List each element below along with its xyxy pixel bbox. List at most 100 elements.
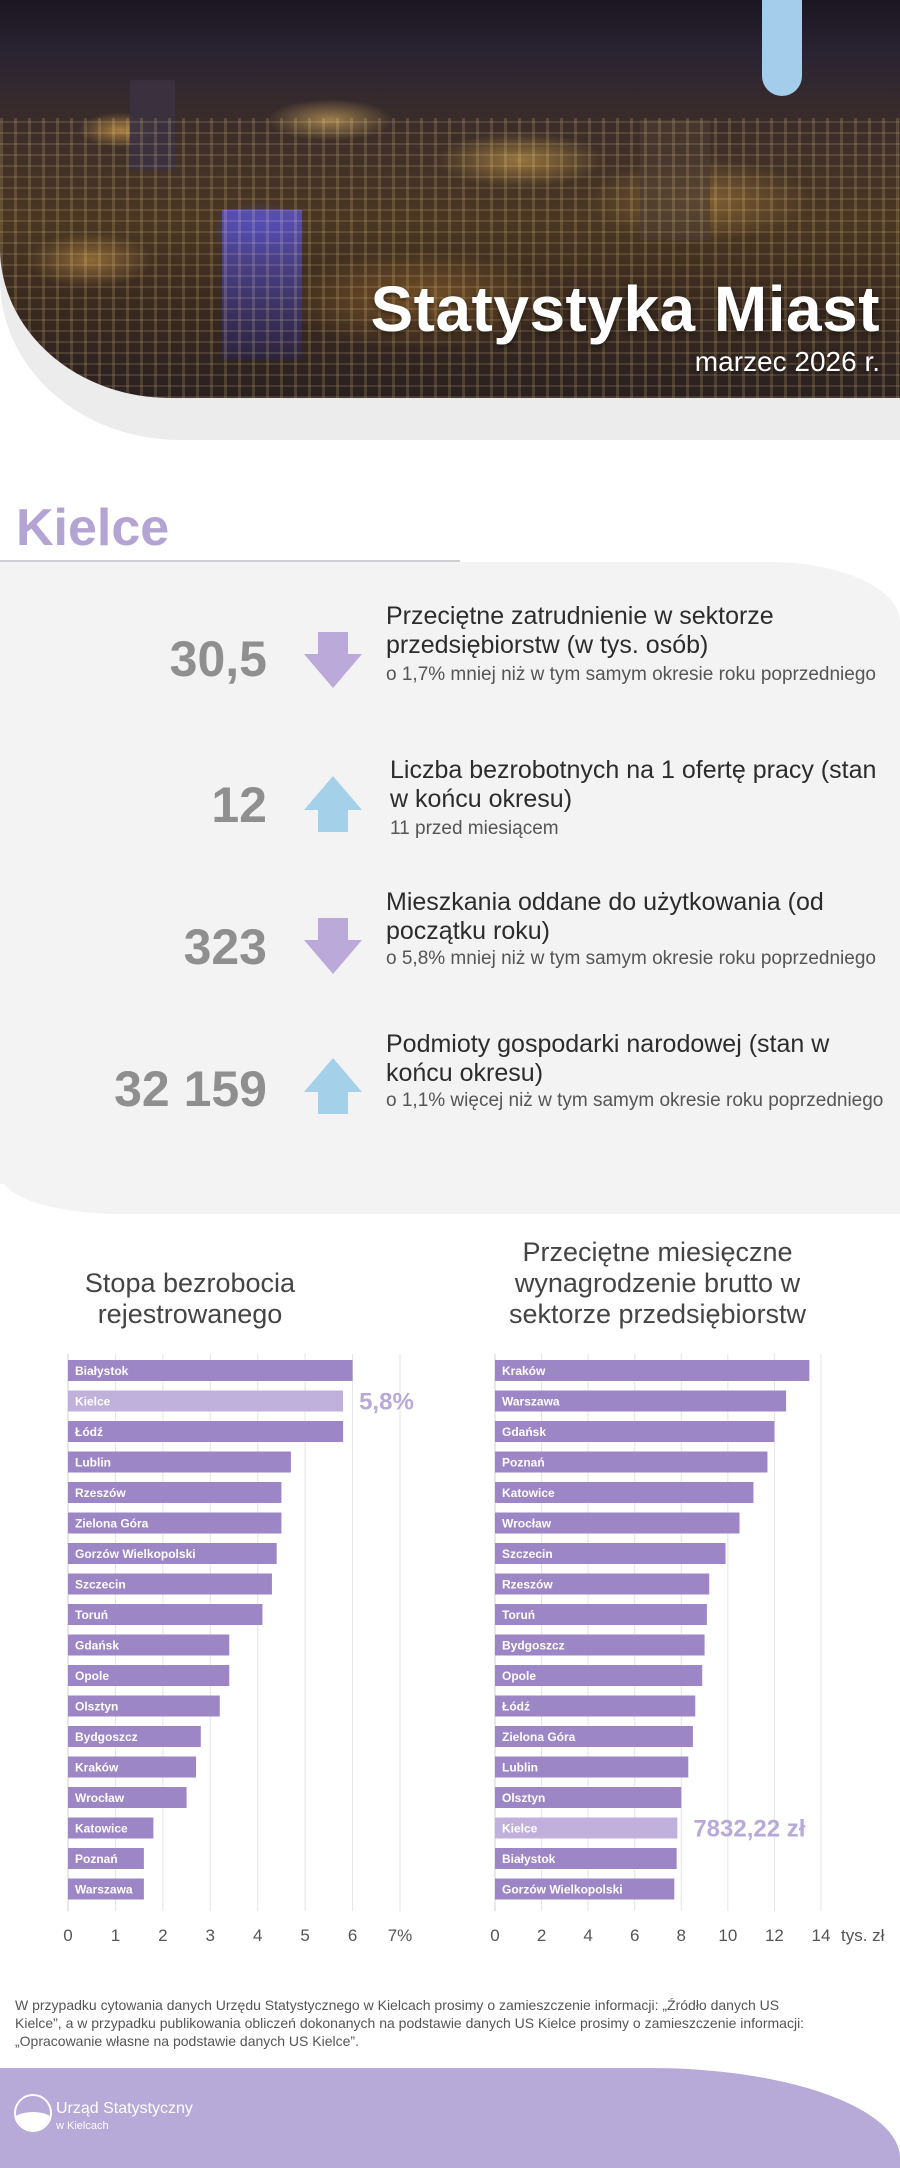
x-tick-label: 2: [158, 1926, 167, 1945]
org-sub: w Kielcach: [56, 2120, 109, 2132]
bar-category-label: Gorzów Wielkopolski: [75, 1547, 196, 1561]
x-tick-label: 0: [63, 1926, 72, 1945]
bar-category-label: Opole: [502, 1669, 536, 1683]
bar-category-label: Rzeszów: [75, 1486, 126, 1500]
indicator-value: 32 159: [114, 1061, 267, 1117]
bar-category-label: Łódź: [502, 1700, 530, 1714]
city-name: Kielce: [16, 499, 170, 557]
x-tick-label: 14: [812, 1926, 831, 1945]
bar: [68, 1817, 154, 1839]
bar-category-label: Kielce: [75, 1395, 111, 1409]
bar: [68, 1848, 144, 1869]
indicator-label: Mieszkania oddane do użytkowania (od poc…: [386, 888, 824, 945]
org-name: Urząd Statystyczny: [56, 2100, 193, 2117]
bar-category-label: Łódź: [75, 1425, 103, 1439]
bar: [68, 1390, 344, 1412]
bar-category-label: Gorzów Wielkopolski: [502, 1883, 623, 1897]
indicator-change: 11 przed miesiącem: [390, 818, 559, 839]
bar-category-label: Gdańsk: [502, 1425, 546, 1439]
bar: [495, 1878, 675, 1900]
x-unit-label: tys. zł: [841, 1926, 885, 1945]
bar-category-label: Białystok: [75, 1364, 129, 1378]
bar: [68, 1543, 277, 1564]
bar: [68, 1878, 144, 1900]
bar: [495, 1817, 678, 1839]
bar: [68, 1695, 220, 1717]
indicator-dwellings: 323 Mieszkania oddane do użytkowania (od…: [0, 886, 900, 1016]
bar: [68, 1360, 353, 1381]
indicator-label: Przeciętne zatrudnienie w sektorze przed…: [386, 602, 774, 659]
indicator-entities: 32 159 Podmioty gospodarki narodowej (st…: [0, 1028, 900, 1158]
bar: [68, 1573, 272, 1595]
bar: [495, 1634, 705, 1656]
x-tick-label: 8: [677, 1926, 686, 1945]
bar: [68, 1451, 291, 1473]
bar: [495, 1665, 703, 1686]
x-tick-label: 1: [111, 1926, 120, 1945]
x-tick-label: 0: [490, 1926, 499, 1945]
indicator-change: o 1,7% mniej niż w tym samym okresie rok…: [386, 664, 876, 685]
x-tick-label: 10: [718, 1926, 737, 1945]
bar: [495, 1787, 682, 1808]
bar-category-label: Białystok: [502, 1852, 556, 1866]
bar-category-label: Olsztyn: [75, 1700, 118, 1714]
bar: [68, 1787, 187, 1808]
x-tick-label: 12: [765, 1926, 784, 1945]
bar-category-label: Warszawa: [502, 1395, 560, 1409]
bar: [68, 1665, 230, 1686]
bar: [495, 1360, 810, 1381]
indicator-change: o 5,8% mniej niż w tym samym okresie rok…: [386, 948, 876, 969]
x-tick-label: 6: [630, 1926, 639, 1945]
unemployment-chart: 0 1 2 3 4 5 6 7% Białystok Kielce 5,8% Łódź Lublin Rz…: [63, 1354, 414, 1945]
bar: [495, 1573, 710, 1595]
indicator-value: 30,5: [169, 631, 267, 687]
bar-category-label: Toruń: [75, 1608, 108, 1622]
salary-chart: 0 2 4 6 8 10 12 14 tys. zł Kraków Warszawa Gdańsk Po…: [490, 1354, 885, 1945]
bar: [495, 1726, 693, 1747]
bar-category-label: Warszawa: [75, 1883, 133, 1897]
bar-category-label: Katowice: [502, 1486, 555, 1500]
salary-chart-title: Przeciętne miesięczne wynagrodzenie brut…: [508, 1237, 807, 1329]
arrow-down-icon: [304, 918, 362, 974]
bar: [495, 1512, 740, 1534]
bar-category-label: Toruń: [502, 1608, 535, 1622]
x-tick-label: 4: [583, 1926, 592, 1945]
bar: [495, 1756, 689, 1778]
bar-category-label: Bydgoszcz: [502, 1639, 565, 1653]
arrow-up-icon: [304, 1058, 362, 1114]
bar-category-label: Katowice: [75, 1822, 128, 1836]
arrow-down-icon: [304, 632, 362, 688]
bar: [68, 1421, 344, 1442]
bar: [68, 1726, 201, 1747]
report-date: marzec 2026 r.: [694, 346, 880, 377]
page-title: Statystyka Miast: [370, 273, 880, 345]
bar-category-label: Kraków: [75, 1761, 119, 1775]
indicator-change: o 1,1% więcej niż w tym samym okresie ro…: [386, 1090, 884, 1111]
logo-icon: [14, 2094, 52, 2132]
bar-category-label: Poznań: [75, 1852, 118, 1866]
bar: [495, 1390, 787, 1412]
indicator-employment: 30,5 Przeciętne zatrudnienie w sektorze …: [0, 600, 900, 730]
bar-category-label: Poznań: [502, 1456, 545, 1470]
highlight-value-label: 7832,22 zł: [693, 1816, 805, 1843]
indicators-panel: [0, 562, 900, 1214]
bar-category-label: Wrocław: [502, 1517, 552, 1531]
divider: [0, 560, 460, 562]
indicator-value: 323: [183, 919, 267, 975]
bar: [495, 1421, 775, 1442]
bar: [68, 1512, 282, 1534]
bar-category-label: Wrocław: [75, 1791, 125, 1805]
bar-category-label: Zielona Góra: [75, 1517, 149, 1531]
bar-category-label: Szczecin: [75, 1578, 126, 1592]
highlight-value-label: 5,8%: [359, 1389, 414, 1416]
bar: [495, 1695, 696, 1717]
x-tick-label: 4: [253, 1926, 262, 1945]
bar-category-label: Kraków: [502, 1364, 546, 1378]
bar-category-label: Opole: [75, 1669, 109, 1683]
bar: [495, 1604, 707, 1625]
indicator-value: 12: [211, 777, 267, 833]
city-night-photo: [0, 0, 900, 398]
bar-category-label: Rzeszów: [502, 1578, 553, 1592]
indicator-label: Liczba bezrobotnych na 1 ofertę pracy (s…: [390, 756, 877, 813]
x-tick-label: 2: [537, 1926, 546, 1945]
